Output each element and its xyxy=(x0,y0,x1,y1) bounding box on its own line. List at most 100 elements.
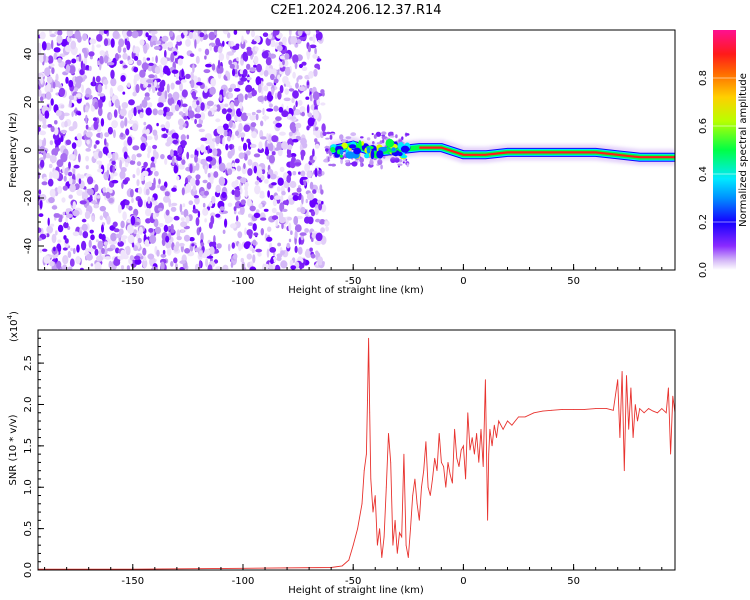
heatmap-cell xyxy=(78,178,82,185)
heatmap-cell xyxy=(309,198,316,208)
heatmap-cell xyxy=(40,159,45,168)
heatmap-cell xyxy=(305,96,310,100)
heatmap-cell xyxy=(253,55,259,64)
snr-point xyxy=(665,412,667,414)
heatmap-cell xyxy=(78,53,82,63)
heatmap-cell xyxy=(166,111,174,117)
heatmap-cell xyxy=(297,246,303,255)
heatmap-cell xyxy=(280,260,288,269)
heatmap-cell xyxy=(307,117,315,127)
heatmap-cell xyxy=(261,51,269,59)
signal-blotch xyxy=(400,145,410,153)
heatmap-cell xyxy=(267,142,274,151)
heatmap-cell xyxy=(243,241,250,250)
heatmap-cell xyxy=(138,186,143,195)
heatmap-cell xyxy=(182,203,186,208)
heatmap-cell xyxy=(267,226,272,232)
snr-point xyxy=(403,453,405,455)
heatmap-cell xyxy=(281,110,289,118)
snr-point xyxy=(595,408,597,409)
heatmap-cell xyxy=(224,103,229,108)
heatmap-cell xyxy=(203,30,207,35)
heatmap-cell xyxy=(228,40,232,47)
heatmap-cell xyxy=(110,69,115,80)
heatmap-cell xyxy=(112,165,115,174)
heatmap-cell xyxy=(79,174,85,179)
heatmap-cell xyxy=(264,179,269,184)
snr-point xyxy=(643,412,645,414)
x-tick-label: 50 xyxy=(567,576,580,587)
heatmap-cell xyxy=(315,30,320,34)
snr-point xyxy=(394,519,396,521)
heatmap-cell xyxy=(268,134,272,144)
heatmap-cell xyxy=(51,39,54,50)
bottom-panel: -150 -100 -50 0 50 0.0 0.5 1.0 1.5 2.0 2.5 Height… xyxy=(6,311,676,596)
heatmap-cell xyxy=(174,104,180,112)
heatmap-cell xyxy=(49,171,53,181)
heatmap-cell xyxy=(275,116,282,122)
heatmap-cell xyxy=(136,161,142,167)
heatmap-cell xyxy=(50,223,55,227)
heatmap-cell xyxy=(222,137,225,147)
heatmap-cell xyxy=(263,70,269,77)
heatmap-cell xyxy=(102,146,109,155)
heatmap-cell xyxy=(172,91,180,101)
heatmap-cell xyxy=(273,78,279,84)
heatmap-cell xyxy=(41,181,48,186)
heatmap-cell xyxy=(204,48,210,56)
heatmap-cell xyxy=(233,206,237,212)
heatmap-cell xyxy=(310,210,316,217)
heatmap-cell xyxy=(198,260,202,268)
heatmap-cell xyxy=(129,255,134,261)
heatmap-cell xyxy=(141,62,149,71)
heatmap-cell xyxy=(195,55,200,64)
heatmap-cell xyxy=(187,110,195,119)
heatmap-cell xyxy=(60,39,68,47)
heatmap-cell xyxy=(219,103,225,110)
heatmap-cell xyxy=(371,132,374,136)
heatmap-cell xyxy=(238,145,242,152)
heatmap-cell xyxy=(243,163,246,169)
heatmap-cell xyxy=(185,38,191,47)
snr-point xyxy=(454,428,455,430)
heatmap-cell xyxy=(292,54,299,64)
heatmap-cell xyxy=(52,81,56,89)
heatmap-cell xyxy=(313,130,317,136)
heatmap-cell xyxy=(213,259,219,264)
heatmap-cell xyxy=(167,216,174,223)
heatmap-cell xyxy=(298,171,301,175)
heatmap-cell xyxy=(77,112,82,116)
heatmap-cell xyxy=(93,144,97,149)
heatmap-cell xyxy=(145,208,152,217)
heatmap-cell xyxy=(170,229,175,233)
heatmap-cell xyxy=(373,134,377,139)
heatmap-cell xyxy=(106,187,110,193)
heatmap-cell xyxy=(280,250,285,256)
heatmap-cell xyxy=(216,243,222,249)
heatmap-cell xyxy=(65,59,72,65)
heatmap-cell xyxy=(204,55,207,60)
heatmap-cell xyxy=(176,35,182,42)
heatmap-cell xyxy=(130,188,134,198)
heatmap-cell xyxy=(147,253,155,260)
heatmap-cell xyxy=(47,178,54,187)
heatmap-cell xyxy=(258,203,263,210)
heatmap-cell xyxy=(74,76,82,84)
snr-point xyxy=(491,445,493,447)
heatmap-cell xyxy=(216,125,224,135)
heatmap-cell xyxy=(177,146,183,155)
heatmap-cell xyxy=(99,215,104,221)
heatmap-cell xyxy=(265,37,271,46)
heatmap-cell xyxy=(154,170,159,177)
heatmap-cell xyxy=(62,264,68,270)
heatmap-cell xyxy=(88,239,92,249)
heatmap-cell xyxy=(133,221,140,226)
heatmap-cell xyxy=(132,174,136,179)
heatmap-cell xyxy=(181,103,188,108)
heatmap-cell xyxy=(81,240,87,251)
heatmap-cell xyxy=(99,55,104,65)
heatmap-cell xyxy=(45,154,52,159)
heatmap-cell xyxy=(49,87,54,93)
heatmap-cell xyxy=(69,184,76,193)
heatmap-cell xyxy=(111,120,118,129)
